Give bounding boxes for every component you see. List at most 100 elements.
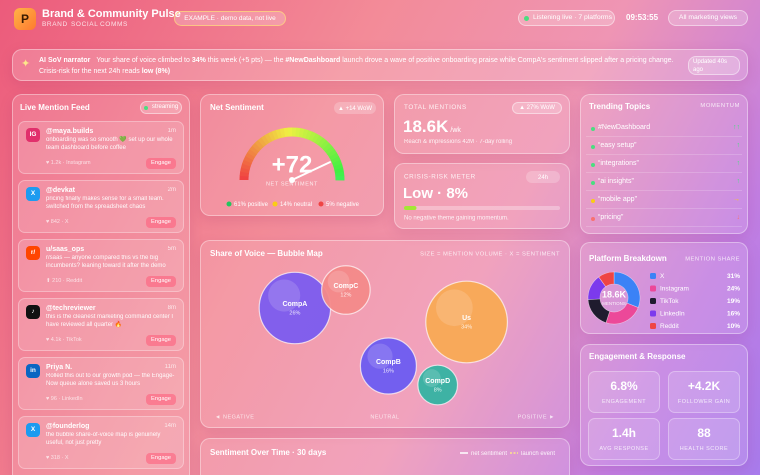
- gauge-arc: [243, 155, 254, 164]
- mention-handle: @devkat: [46, 187, 76, 194]
- gauge-arc: [317, 137, 327, 148]
- views-button[interactable]: All marketing views: [668, 10, 748, 26]
- views-button-label: All marketing views: [678, 14, 738, 21]
- legend-dot: [318, 201, 324, 207]
- platform-icon: X: [26, 187, 40, 201]
- tab[interactable]: COMMS: [100, 21, 128, 28]
- legend-label: X: [660, 273, 665, 280]
- gauge-arc: [311, 133, 320, 144]
- mention-meta: ♥ 1.2k · Instagram: [46, 160, 91, 166]
- bubble-name: CompD: [425, 378, 450, 385]
- gauge-arc: [252, 142, 262, 152]
- topic-trend: ↑: [736, 178, 741, 185]
- bubble-share: 16%: [383, 368, 394, 374]
- bubble-share: 8%: [434, 387, 442, 393]
- bubble: [258, 271, 332, 345]
- meter-value: Low · 8%: [403, 185, 468, 202]
- gauge-arc: [261, 134, 270, 145]
- legend-value: 10%: [727, 323, 740, 330]
- card-title: Sentiment Over Time · 30 days: [210, 448, 327, 457]
- mention-handle: @founderlog: [46, 423, 90, 430]
- tab[interactable]: BRAND: [42, 21, 68, 28]
- legend-label: 5% negative: [326, 202, 360, 208]
- mention-meta: ♥ 96 · LinkedIn: [46, 396, 83, 402]
- platform-icon: X: [26, 423, 40, 437]
- mention-card: X @devkat 2m pricing finally makes sense fo…: [18, 180, 184, 233]
- topic-dot: [591, 217, 595, 221]
- legend-label: TikTok: [660, 298, 679, 305]
- bubble-card: [200, 240, 570, 428]
- kpi-value: 18.6K/wk: [403, 117, 461, 137]
- gauge-arc: [257, 137, 267, 147]
- gauge-hub: [289, 177, 295, 183]
- mention-handle: Priya N.: [46, 364, 73, 371]
- topic-name: “easy setup”: [598, 142, 637, 149]
- narrator-segment: Your share of voice climbed to: [96, 57, 192, 64]
- topic-dot: [591, 199, 595, 203]
- narrator-segment: launch drove a wave of positive onboardi…: [39, 57, 674, 75]
- mention-time: 2m: [167, 187, 176, 193]
- legend-label: Instagram: [660, 286, 689, 293]
- donut-value: 18.6K: [602, 289, 627, 299]
- engagement-title: Engagement & Response: [589, 352, 686, 361]
- topic-row: [586, 158, 742, 173]
- gauge-arc: [279, 128, 286, 138]
- topic-trend: ↓: [736, 214, 741, 221]
- engage-button[interactable]: Engage: [146, 158, 176, 169]
- pie-slice: [605, 302, 639, 325]
- engage-button[interactable]: Engage: [146, 335, 176, 346]
- tile-value: 1.4h: [611, 426, 636, 440]
- mention-card: IG @maya.builds 1m onboarding was so smooth…: [18, 121, 184, 174]
- mention-meta: ♥ 318 · X: [46, 455, 69, 461]
- topics-header: MOMENTUM: [700, 103, 740, 109]
- bubble-name: CompB: [376, 359, 401, 366]
- gauge-needle: [291, 161, 332, 181]
- axis-label: ◄ NEGATIVE: [215, 414, 254, 420]
- legend-label: 61% positive: [234, 202, 269, 208]
- topic-trend: ↑↑: [733, 124, 740, 131]
- gauge-arc: [242, 159, 252, 167]
- engage-button[interactable]: Engage: [146, 453, 176, 464]
- platform-icon: in: [26, 364, 40, 378]
- mention-time: 5m: [167, 246, 176, 252]
- app-title: Brand & Community Pulse: [42, 8, 181, 20]
- legend-swatch: [650, 310, 656, 317]
- badge-bg: [334, 102, 376, 114]
- platform-icon: ♪: [26, 305, 40, 319]
- topic-name: #NewDashboard: [598, 124, 651, 131]
- gauge-arc: [327, 149, 338, 158]
- bubble-highlight: [435, 289, 473, 327]
- gauge-arc: [325, 145, 335, 155]
- legend-value: 24%: [727, 286, 740, 293]
- gauge-arc: [332, 159, 343, 168]
- mention-card: X @founderlog 14m the bubble share-of-voice…: [18, 416, 184, 469]
- topics-title: Trending Topics: [589, 102, 651, 111]
- topic-row: [586, 212, 742, 227]
- mention-time: 14m: [164, 423, 176, 429]
- topic-trend: ↑: [736, 142, 741, 149]
- gauge-arc: [275, 128, 283, 139]
- gauge-arc: [305, 130, 313, 140]
- bubble-share: 34%: [461, 324, 472, 330]
- engage-button[interactable]: Engage: [146, 217, 176, 228]
- gauge-arc: [240, 167, 250, 174]
- bubble-name: CompC: [333, 283, 358, 290]
- gauge-arc: [254, 139, 265, 150]
- topic-row: [586, 194, 742, 209]
- card-subtitle: SIZE = MENTION VOLUME · X = SENTIMENT: [420, 252, 560, 258]
- bubble-highlight: [422, 369, 441, 387]
- status-dot: [524, 16, 529, 21]
- mention-text: Rolled this out to our growth pod — the …: [46, 373, 175, 387]
- kpi-tile: 6.8% ENGAGEMENT: [588, 371, 660, 413]
- gauge-arc: [245, 152, 256, 161]
- tile-label: ENGAGEMENT: [601, 399, 647, 405]
- gauge-arc: [320, 140, 330, 150]
- narrator-label: AI SoV narrator: [39, 57, 91, 64]
- tab[interactable]: SOCIAL: [71, 21, 99, 28]
- engage-button[interactable]: Engage: [146, 394, 176, 405]
- engage-button[interactable]: Engage: [146, 276, 176, 287]
- mention-time: 1m: [167, 128, 176, 134]
- meter-note: No negative theme gaining momentum.: [404, 216, 509, 222]
